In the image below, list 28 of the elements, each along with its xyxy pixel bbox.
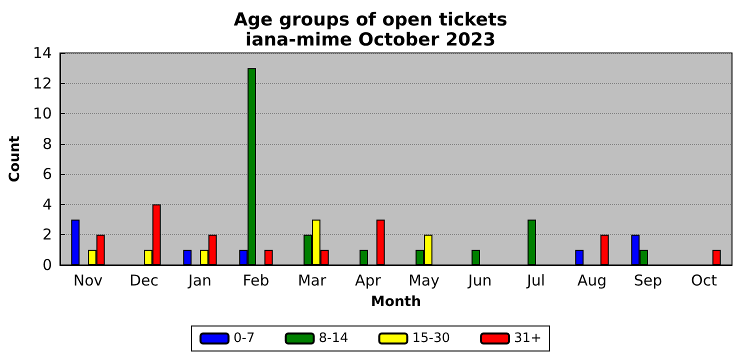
x-tick-label: Jan (187, 272, 212, 290)
legend-label: 15-30 (412, 331, 450, 346)
y-tick-label: 10 (32, 104, 52, 123)
x-tick-label: Sep (634, 272, 662, 290)
chart-title: Age groups of open tickets (234, 10, 508, 30)
x-tick-label: Mar (298, 272, 327, 290)
y-tick-label: 12 (32, 74, 52, 92)
x-tick-label: Feb (242, 272, 270, 290)
y-tick-label: 6 (42, 165, 52, 184)
x-tick-label: Oct (691, 272, 718, 290)
x-tick-label: May (408, 272, 440, 290)
y-tick-label: 4 (42, 195, 52, 214)
y-axis-title: Count (7, 135, 23, 182)
x-tick-label: Apr (355, 272, 382, 290)
x-tick-label: Dec (129, 272, 159, 290)
x-tick-label: Jun (467, 272, 492, 290)
x-tick-label: Jul (526, 272, 546, 290)
x-tick-label: Aug (577, 272, 607, 290)
legend-label: 0-7 (234, 331, 255, 346)
y-tick-label: 14 (32, 44, 52, 62)
y-tick-label: 0 (42, 256, 52, 274)
y-tick-label: 2 (42, 226, 52, 244)
x-axis-title: Month (370, 294, 422, 310)
legend-label: 8-14 (318, 331, 348, 346)
chart-subtitle: iana-mime October 2023 (245, 30, 496, 50)
y-tick-label: 8 (42, 134, 52, 153)
x-tick-label: Nov (73, 272, 103, 290)
legend-label: 31+ (514, 331, 542, 346)
